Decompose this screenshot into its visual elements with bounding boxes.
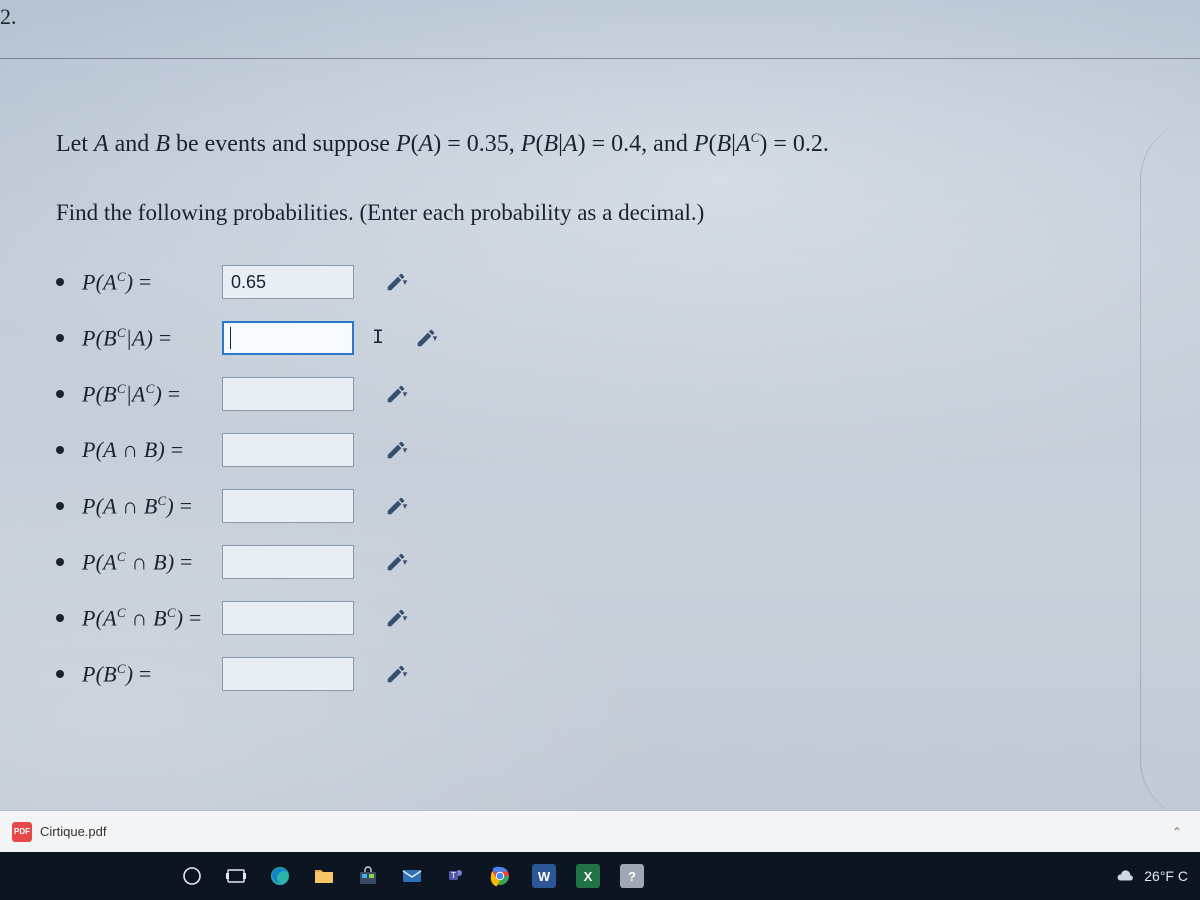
download-filename[interactable]: Cirtique.pdf [40, 824, 106, 839]
answer-input[interactable] [222, 321, 354, 355]
answer-input[interactable] [222, 377, 354, 411]
answer-input[interactable] [222, 545, 354, 579]
pencil-icon[interactable]: ▾ [382, 548, 410, 576]
bullet-icon [56, 502, 64, 510]
help-icon[interactable]: ? [612, 856, 652, 896]
probability-item: P(BC) = ▾ [56, 646, 1180, 702]
answer-input[interactable] [222, 489, 354, 523]
weather-text: 26°F C [1144, 868, 1188, 884]
taskbar-right: 26°F C [1116, 867, 1194, 885]
chrome-icon[interactable] [480, 856, 520, 896]
probability-label: P(AC ∩ B) = [82, 549, 222, 575]
bullet-icon [56, 278, 64, 286]
excel-icon[interactable]: X [568, 856, 608, 896]
probability-item: P(AC ∩ BC) = ▾ [56, 590, 1180, 646]
probability-label: P(AC ∩ BC) = [82, 605, 222, 631]
divider [0, 58, 1200, 59]
pencil-icon[interactable]: ▾ [382, 604, 410, 632]
pdf-icon: PDF [12, 822, 32, 842]
answer-input[interactable] [222, 657, 354, 691]
mail-icon[interactable] [392, 856, 432, 896]
bullet-icon [56, 558, 64, 566]
bullet-icon [56, 446, 64, 454]
probability-item: P(A ∩ BC) = ▾ [56, 478, 1180, 534]
taskbar: T WX? 26°F C [0, 852, 1200, 900]
probability-label: P(A ∩ BC) = [82, 493, 222, 519]
probability-label: P(A ∩ B) = [82, 437, 222, 463]
edge-icon[interactable] [260, 856, 300, 896]
bullet-icon [56, 614, 64, 622]
word-icon[interactable]: W [524, 856, 564, 896]
download-caret-icon[interactable]: ⌃ [1172, 825, 1188, 839]
probability-label: P(BC|A) = [82, 325, 222, 351]
taskview-icon[interactable] [216, 856, 256, 896]
weather-icon [1116, 867, 1134, 885]
text-cursor-icon: I [372, 327, 384, 350]
explorer-icon[interactable] [304, 856, 344, 896]
pencil-icon[interactable]: ▾ [382, 436, 410, 464]
probability-item: P(AC ∩ B) = ▾ [56, 534, 1180, 590]
probability-item: P(BC|AC) = ▾ [56, 366, 1180, 422]
store-icon[interactable] [348, 856, 388, 896]
probability-item: P(BC|A) = I ▾ [56, 310, 1180, 366]
intro-text: Let A and B be events and suppose P(A) =… [56, 130, 1180, 158]
bullet-icon [56, 334, 64, 342]
probability-label: P(AC) = [82, 269, 222, 295]
pencil-icon[interactable]: ▾ [412, 324, 440, 352]
probability-label: P(BC) = [82, 661, 222, 687]
download-bar: PDF Cirtique.pdf ⌃ [0, 810, 1200, 852]
svg-text:T: T [451, 871, 456, 880]
teams-icon[interactable]: T [436, 856, 476, 896]
pencil-icon[interactable]: ▾ [382, 492, 410, 520]
pencil-icon[interactable]: ▾ [382, 380, 410, 408]
pencil-icon[interactable]: ▾ [382, 268, 410, 296]
answer-input[interactable] [222, 601, 354, 635]
bullet-icon [56, 670, 64, 678]
probability-item: P(AC) = ▾ [56, 254, 1180, 310]
probability-list: P(AC) = ▾ P(BC|A) = I ▾ P(BC|AC) = ▾ P(A… [56, 254, 1180, 702]
bullet-icon [56, 390, 64, 398]
probability-label: P(BC|AC) = [82, 381, 222, 407]
instruction-text: Find the following probabilities. (Enter… [56, 200, 1180, 226]
question-number: 2. [0, 4, 17, 30]
answer-input[interactable] [222, 265, 354, 299]
question-content: Let A and B be events and suppose P(A) =… [56, 130, 1180, 702]
pencil-icon[interactable]: ▾ [382, 660, 410, 688]
answer-input[interactable] [222, 433, 354, 467]
probability-item: P(A ∩ B) = ▾ [56, 422, 1180, 478]
start-icon[interactable] [172, 856, 212, 896]
